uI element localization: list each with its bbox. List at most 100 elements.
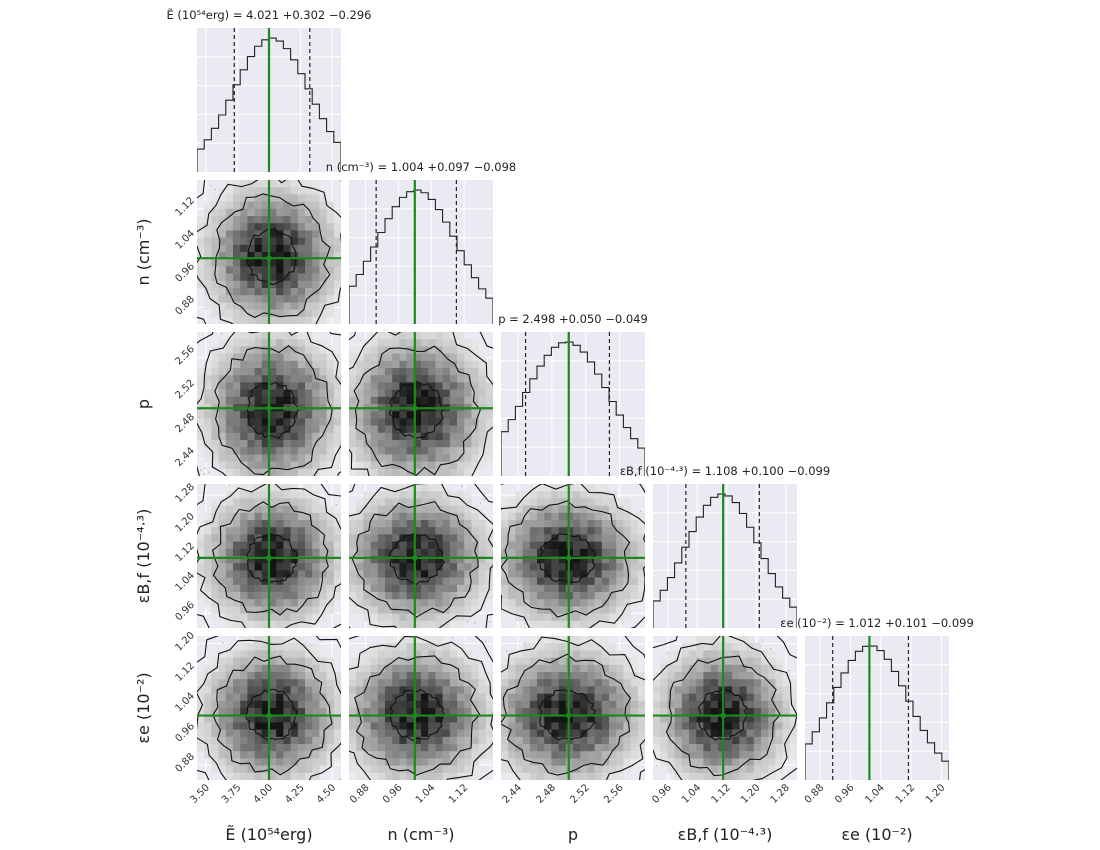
density-bin (254, 468, 263, 476)
density-bin (319, 541, 327, 550)
density-bin (349, 548, 357, 557)
density-bin (254, 672, 263, 680)
density-bin (601, 563, 610, 571)
sample-point (342, 641, 343, 642)
density-bin (471, 440, 479, 448)
density-bin (478, 382, 487, 390)
density-bin (312, 570, 320, 578)
density-bin (421, 440, 429, 448)
density-bin (399, 643, 407, 651)
density-bin (580, 520, 588, 528)
density-bin (623, 744, 631, 752)
density-bin (261, 700, 270, 709)
density-bin (319, 411, 327, 419)
sample-point (483, 498, 485, 501)
density-bin (269, 570, 277, 578)
density-bin (197, 389, 205, 398)
density-bin (601, 498, 610, 506)
sample-point (499, 524, 500, 525)
density-bin (312, 454, 320, 462)
density-bin (392, 382, 400, 390)
density-bin (601, 772, 610, 780)
density-bin (471, 599, 479, 607)
density-bin (218, 309, 227, 318)
density-bin (349, 382, 357, 390)
density-bin (471, 389, 479, 398)
density-bin (276, 360, 284, 369)
density-bin (356, 418, 364, 426)
sample-point (156, 833, 157, 834)
density-bin (478, 765, 487, 774)
density-bin (630, 570, 639, 578)
density-bin (421, 389, 429, 398)
density-bin (515, 758, 523, 766)
ytick-label-ee: 0.96 (173, 721, 197, 745)
density-bin (225, 672, 234, 680)
density-bin (457, 700, 465, 709)
density-bin (442, 592, 451, 600)
sample-point (195, 581, 196, 582)
sample-point (488, 621, 490, 623)
density-bin (544, 729, 552, 738)
density-bin (392, 447, 400, 455)
density-bin (254, 693, 263, 702)
density-bin (211, 208, 219, 217)
density-bin (601, 729, 610, 738)
density-bin (233, 389, 241, 398)
sample-point (224, 629, 225, 630)
density-bin (254, 389, 263, 398)
density-bin (269, 722, 277, 730)
density-bin (623, 570, 631, 578)
density-bin (269, 425, 277, 434)
density-bin (464, 396, 472, 405)
density-bin (319, 708, 327, 716)
density-bin (305, 556, 313, 564)
density-bin (471, 541, 479, 550)
density-bin (544, 664, 552, 673)
density-bin (406, 484, 415, 492)
density-bin (449, 643, 458, 651)
density-bin (233, 584, 241, 593)
density-bin (392, 512, 400, 521)
density-bin (276, 382, 284, 390)
density-bin (261, 425, 270, 434)
density-bin (333, 548, 341, 557)
density-bin (609, 534, 617, 542)
density-bin (442, 527, 451, 535)
density-bin (247, 744, 255, 752)
density-bin (609, 765, 617, 774)
density-bin (449, 744, 458, 752)
density-bin (399, 744, 407, 752)
sample-point (161, 487, 162, 488)
density-bin (211, 432, 219, 441)
density-bin (211, 280, 219, 289)
density-bin (377, 657, 386, 666)
sample-point (243, 787, 244, 788)
density-bin (261, 295, 270, 303)
density-bin (370, 765, 379, 774)
density-bin (464, 548, 472, 557)
density-bin (508, 527, 516, 535)
density-bin (471, 577, 479, 586)
sample-point (348, 308, 349, 309)
sample-point (163, 351, 164, 352)
density-bin (377, 411, 386, 419)
density-bin (594, 512, 603, 521)
density-bin (290, 643, 299, 651)
density-bin (233, 722, 241, 730)
density-bin (515, 650, 523, 658)
density-bin (319, 194, 327, 202)
density-bin (485, 382, 493, 390)
density-bin (204, 584, 212, 593)
density-bin (261, 447, 270, 455)
density-bin (240, 187, 248, 195)
density-bin (385, 765, 393, 774)
density-bin (290, 389, 299, 398)
density-bin (240, 570, 248, 578)
density-bin (522, 505, 531, 514)
density-bin (457, 498, 465, 506)
density-bin (601, 744, 610, 752)
sample-point (208, 471, 210, 473)
density-bin (305, 339, 313, 347)
density-bin (283, 613, 291, 622)
